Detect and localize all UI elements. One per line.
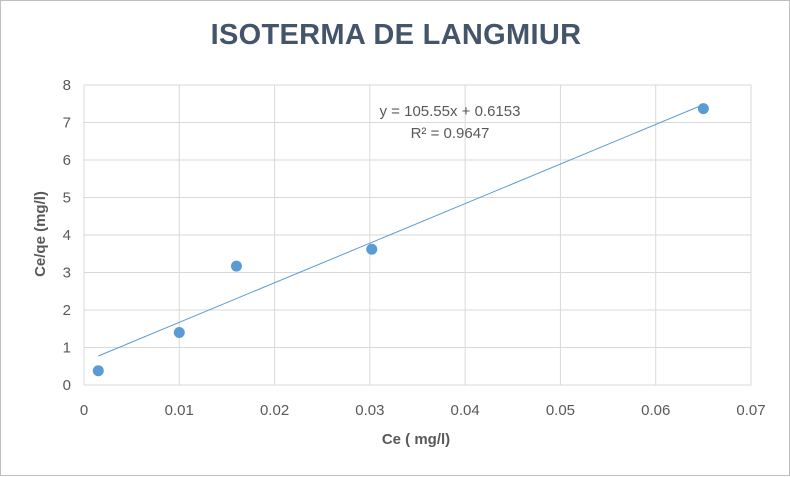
x-tick-labels: 0 0.01 0.02 0.03 0.04 0.05 0.06 0.07: [80, 402, 766, 419]
y-tick-labels: 0 1 2 3 4 5 6 7 8: [63, 77, 71, 394]
x-tick-label: 0.06: [641, 402, 670, 419]
y-tick-label: 2: [63, 302, 71, 319]
x-tick-label: 0.05: [546, 402, 575, 419]
y-tick-label: 7: [63, 115, 71, 132]
y-tick-label: 8: [63, 77, 71, 94]
y-tick-label: 1: [63, 340, 71, 357]
data-point: [230, 260, 242, 272]
y-axis-label: Ce/qe (mg/l): [32, 191, 49, 277]
y-tick-label: 5: [63, 190, 71, 207]
x-tick-label: 0.03: [355, 402, 384, 419]
data-point: [697, 103, 709, 115]
y-tick-label: 6: [63, 152, 71, 169]
chart-title: ISOTERMA DE LANGMIUR: [210, 19, 582, 51]
data-point: [173, 327, 185, 338]
x-tick-label: 0.04: [451, 402, 480, 419]
x-tick-label: 0: [80, 402, 88, 419]
y-tick-label: 0: [63, 377, 71, 394]
data-point: [92, 365, 104, 377]
trendline-line: [98, 104, 704, 357]
trendline-equation: y = 105.55x + 0.6153: [380, 103, 521, 120]
y-tick-label: 3: [63, 265, 71, 282]
data-point: [366, 243, 378, 255]
y-tick-label: 4: [63, 227, 71, 244]
trendline-r-squared: R² = 0.9647: [411, 125, 490, 142]
x-tick-label: 0.07: [736, 402, 765, 419]
data-points: [92, 103, 709, 377]
trendline: [98, 104, 704, 357]
x-tick-label: 0.02: [260, 402, 289, 419]
x-axis-label: Ce ( mg/l): [382, 431, 450, 448]
x-tick-label: 0.01: [165, 402, 194, 419]
